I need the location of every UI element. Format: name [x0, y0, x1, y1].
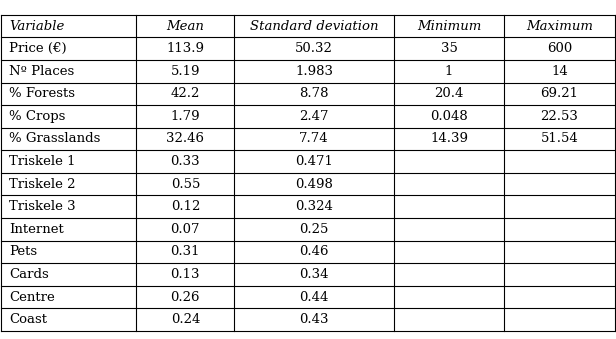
Text: 600: 600	[547, 42, 572, 55]
Text: % Grasslands: % Grasslands	[9, 133, 101, 145]
Text: 1: 1	[445, 65, 453, 78]
Text: Triskele 2: Triskele 2	[9, 178, 76, 191]
Text: 0.46: 0.46	[299, 245, 329, 258]
Text: 0.34: 0.34	[299, 268, 329, 281]
Text: Nº Places: Nº Places	[9, 65, 75, 78]
Text: 14: 14	[551, 65, 568, 78]
Text: 0.13: 0.13	[171, 268, 200, 281]
Text: 0.471: 0.471	[295, 155, 333, 168]
Text: 8.78: 8.78	[299, 87, 329, 100]
Text: % Crops: % Crops	[9, 110, 66, 123]
Text: 0.07: 0.07	[171, 223, 200, 236]
Text: 0.12: 0.12	[171, 200, 200, 213]
Text: Triskele 1: Triskele 1	[9, 155, 76, 168]
Text: 51.54: 51.54	[541, 133, 578, 145]
Text: 5.19: 5.19	[171, 65, 200, 78]
Text: 0.55: 0.55	[171, 178, 200, 191]
Text: 7.74: 7.74	[299, 133, 329, 145]
Text: 0.24: 0.24	[171, 313, 200, 326]
Text: 0.324: 0.324	[295, 200, 333, 213]
Text: Triskele 3: Triskele 3	[9, 200, 76, 213]
Text: 50.32: 50.32	[295, 42, 333, 55]
Text: 0.048: 0.048	[430, 110, 468, 123]
Text: 1.983: 1.983	[295, 65, 333, 78]
Text: % Forests: % Forests	[9, 87, 75, 100]
Text: Internet: Internet	[9, 223, 64, 236]
Text: 20.4: 20.4	[434, 87, 464, 100]
Text: 0.44: 0.44	[299, 291, 329, 303]
Text: 113.9: 113.9	[166, 42, 205, 55]
Text: Standard deviation: Standard deviation	[250, 20, 378, 33]
Text: 1.79: 1.79	[171, 110, 200, 123]
Text: 2.47: 2.47	[299, 110, 329, 123]
Text: 35: 35	[440, 42, 458, 55]
Text: Centre: Centre	[9, 291, 55, 303]
Text: Pets: Pets	[9, 245, 38, 258]
Text: Price (€): Price (€)	[9, 42, 67, 55]
Text: 0.25: 0.25	[299, 223, 329, 236]
Text: Coast: Coast	[9, 313, 47, 326]
Text: Cards: Cards	[9, 268, 49, 281]
Text: 14.39: 14.39	[430, 133, 468, 145]
Text: Mean: Mean	[166, 20, 205, 33]
Text: 0.33: 0.33	[171, 155, 200, 168]
Text: 0.43: 0.43	[299, 313, 329, 326]
Text: 22.53: 22.53	[540, 110, 578, 123]
Text: 42.2: 42.2	[171, 87, 200, 100]
Text: 69.21: 69.21	[540, 87, 578, 100]
Text: Variable: Variable	[9, 20, 65, 33]
Text: 0.26: 0.26	[171, 291, 200, 303]
Text: Minimum: Minimum	[417, 20, 481, 33]
Text: 0.31: 0.31	[171, 245, 200, 258]
Text: Maximum: Maximum	[526, 20, 593, 33]
Text: 32.46: 32.46	[166, 133, 205, 145]
Text: 0.498: 0.498	[295, 178, 333, 191]
